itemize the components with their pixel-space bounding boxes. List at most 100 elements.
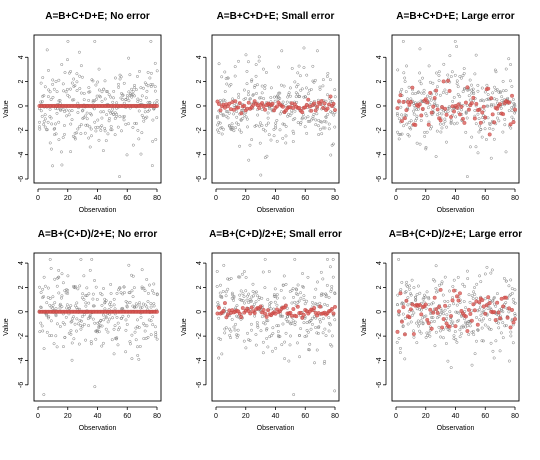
observation-point	[80, 319, 83, 323]
observation-point	[310, 322, 314, 326]
estimate-point	[475, 322, 480, 327]
observation-point	[108, 117, 111, 120]
estimate-point	[486, 86, 491, 91]
estimate-point	[217, 102, 221, 107]
observation-point	[457, 311, 461, 315]
observation-point	[323, 327, 327, 331]
observation-point	[235, 121, 239, 125]
observation-point	[84, 301, 88, 305]
observation-point	[115, 337, 118, 341]
estimate-point	[407, 315, 412, 320]
observation-point	[61, 82, 65, 86]
observation-point	[255, 290, 258, 294]
observation-point	[57, 268, 61, 272]
observation-point	[486, 97, 490, 101]
observation-point	[252, 294, 255, 298]
observation-point	[139, 152, 143, 156]
observation-point	[416, 319, 420, 323]
observation-point	[85, 294, 89, 298]
estimate-point	[417, 302, 422, 307]
observation-point	[426, 106, 430, 110]
observation-point	[283, 340, 287, 344]
observation-point	[401, 39, 405, 43]
observation-point	[130, 93, 133, 97]
estimate-point	[449, 115, 453, 119]
estimate-point	[280, 104, 285, 109]
observation-point	[135, 122, 138, 125]
observation-point	[431, 108, 435, 111]
observation-point	[216, 123, 220, 127]
estimate-point	[322, 101, 327, 106]
observation-point	[293, 257, 297, 261]
observation-point	[332, 113, 336, 117]
observation-point	[326, 257, 329, 261]
observation-point	[447, 105, 451, 109]
observation-point	[91, 292, 95, 296]
observation-point	[53, 133, 56, 137]
observation-point	[70, 118, 74, 122]
observation-point	[61, 107, 65, 111]
observation-point	[271, 349, 274, 353]
observation-point	[220, 126, 224, 130]
observation-point	[142, 286, 146, 290]
observation-point	[238, 128, 242, 132]
observation-point	[222, 98, 225, 102]
observation-point	[223, 327, 227, 331]
observation-point	[314, 316, 318, 320]
observation-point	[305, 334, 309, 338]
observation-point	[442, 312, 446, 316]
observation-point	[480, 98, 484, 102]
observation-point	[75, 329, 78, 333]
observation-point	[285, 319, 289, 323]
observation-point	[510, 115, 514, 119]
observation-point	[458, 328, 462, 332]
subplot-title: A=B+C+D+E; No error	[45, 11, 150, 22]
observation-point	[408, 287, 411, 291]
estimate-point	[498, 102, 503, 107]
observation-point	[401, 325, 405, 329]
observation-point	[88, 315, 92, 318]
observation-point	[78, 319, 82, 322]
y-tick-label: -6	[196, 382, 203, 388]
observation-point	[282, 84, 286, 88]
observation-point	[90, 257, 94, 261]
observation-point	[96, 330, 99, 334]
subplot-title: A=B+(C+D)/2+E; No error	[38, 229, 158, 240]
estimate-point	[441, 79, 446, 84]
observation-point	[46, 316, 50, 320]
observation-point	[437, 283, 441, 287]
observation-point	[312, 80, 316, 84]
observation-point	[112, 352, 116, 356]
observation-point	[485, 98, 489, 102]
observation-point	[281, 322, 285, 326]
estimate-point	[511, 320, 516, 325]
observation-point	[481, 339, 485, 343]
observation-point	[148, 76, 152, 80]
observation-point	[319, 270, 323, 274]
observation-point	[442, 336, 445, 340]
observation-point	[421, 76, 424, 80]
observation-point	[79, 91, 83, 95]
plot-frame	[391, 34, 520, 184]
observation-point	[155, 292, 159, 296]
observation-point	[269, 334, 273, 338]
observation-point	[296, 71, 300, 75]
observation-point	[273, 300, 277, 304]
observation-point	[145, 324, 149, 328]
observation-point	[418, 79, 422, 83]
estimate-point	[312, 101, 317, 106]
observation-point	[422, 300, 426, 304]
observation-point	[449, 118, 453, 122]
observation-point	[451, 285, 455, 288]
observation-point	[122, 118, 126, 122]
observation-point	[122, 285, 126, 289]
observation-point	[286, 315, 290, 319]
observation-point	[244, 115, 248, 119]
estimate-point	[480, 110, 485, 115]
y-tick-label: 0	[376, 104, 383, 108]
observation-point	[93, 279, 96, 282]
observation-point	[433, 101, 437, 105]
observation-point	[309, 327, 313, 331]
observation-point	[298, 74, 302, 78]
observation-point	[100, 99, 104, 103]
